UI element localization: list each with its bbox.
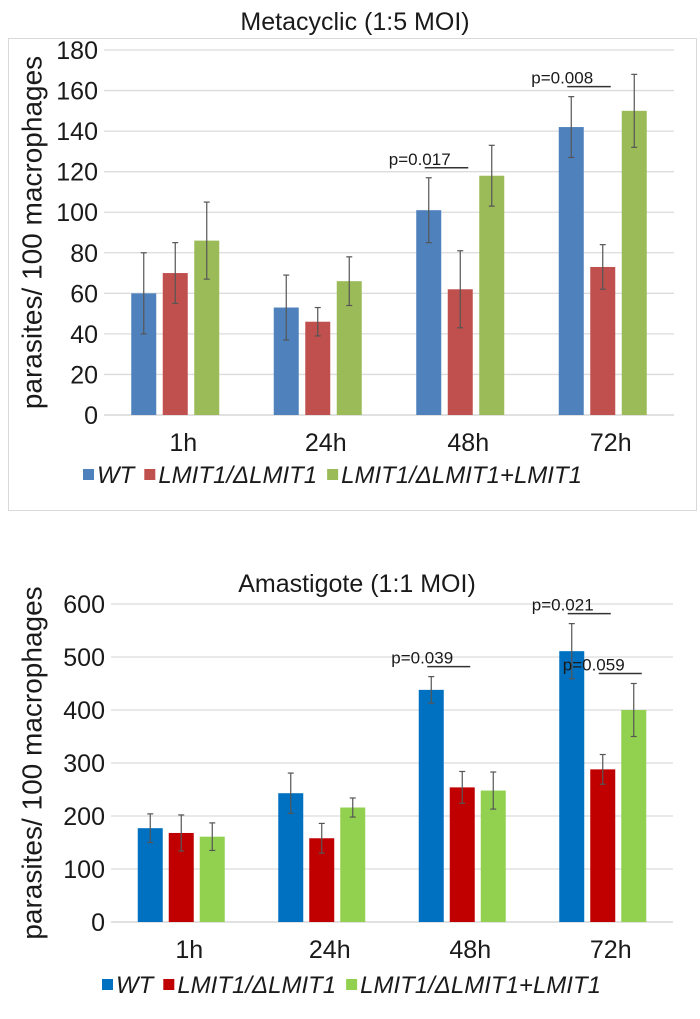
bar-wt-48h — [416, 210, 442, 415]
y-axis-label: parasites/ 100 macrophages — [17, 586, 48, 939]
bar-wt-24h — [278, 793, 304, 922]
bar-lmit1-lmit1-lmit1-24h — [340, 807, 366, 922]
y-tick-label: 400 — [63, 697, 105, 725]
y-tick-label: 0 — [91, 909, 105, 937]
y-tick-label: 200 — [63, 803, 105, 831]
bar-lmit1-lmit1-72h — [590, 266, 616, 415]
bar-lmit1-lmit1-lmit1-48h — [479, 175, 505, 415]
bar-lmit1-lmit1-lmit1-48h — [480, 790, 506, 922]
x-tick-label: 48h — [449, 936, 491, 964]
legend-swatch — [102, 979, 113, 990]
p-value-annotation: p=0.021 — [532, 596, 594, 615]
y-tick-label: 40 — [70, 321, 98, 349]
x-tick-label: 1h — [169, 429, 197, 457]
bar-lmit1-lmit1-72h — [590, 769, 616, 922]
y-tick-label: 60 — [70, 280, 98, 308]
bar-lmit1-lmit1-48h — [449, 787, 475, 922]
y-tick-label: 20 — [70, 361, 98, 389]
x-tick-label: 24h — [309, 936, 351, 964]
y-tick-label: 160 — [56, 78, 98, 106]
legend-entry: LMIT1/ΔLMIT1 — [158, 462, 317, 489]
y-axis-label: parasites/ 100 macrophages — [17, 56, 48, 409]
x-tick-label: 72h — [590, 936, 632, 964]
y-tick-label: 80 — [70, 240, 98, 268]
y-tick-label: 300 — [63, 750, 105, 778]
x-tick-label: 1h — [175, 936, 203, 964]
y-tick-label: 140 — [56, 118, 98, 146]
legend-swatch — [144, 469, 156, 480]
legend-entry: LMIT1/ΔLMIT1+LMIT1 — [360, 972, 601, 999]
x-tick-label: 48h — [447, 429, 489, 457]
x-tick-label: 72h — [590, 429, 632, 457]
chart-title: Metacyclic (1:5 MOI) — [240, 8, 469, 36]
legend-swatch — [83, 469, 94, 480]
p-value-annotation: p=0.008 — [531, 69, 593, 88]
bar-wt-72h — [558, 127, 584, 416]
legend-entry: LMIT1/ΔLMIT1 — [177, 972, 336, 999]
p-value-annotation: p=0.017 — [389, 150, 451, 169]
legend-swatch — [327, 469, 339, 480]
y-tick-label: 180 — [56, 37, 98, 65]
legend-entry: WT — [116, 972, 156, 999]
legend-swatch — [163, 979, 175, 990]
legend-entry: WT — [97, 462, 137, 489]
bar-wt-1h — [137, 828, 163, 922]
bar-lmit1-lmit1-lmit1-72h — [621, 110, 647, 415]
p-value-annotation: p=0.059 — [563, 656, 625, 675]
bar-lmit1-lmit1-lmit1-72h — [621, 710, 647, 922]
bar-wt-72h — [559, 651, 585, 922]
y-tick-label: 100 — [63, 856, 105, 884]
y-tick-label: 120 — [56, 159, 98, 187]
chart-1-frame — [8, 38, 697, 511]
x-tick-label: 24h — [305, 429, 347, 457]
y-tick-label: 600 — [63, 591, 105, 619]
chart-title: Amastigote (1:1 MOI) — [238, 570, 476, 598]
bar-lmit1-lmit1-24h — [305, 321, 331, 415]
legend-entry: LMIT1/ΔLMIT1+LMIT1 — [341, 462, 582, 489]
y-tick-label: 100 — [56, 199, 98, 227]
legend-swatch — [346, 979, 358, 990]
bar-wt-48h — [418, 689, 444, 922]
y-tick-label: 500 — [63, 644, 105, 672]
p-value-annotation: p=0.039 — [391, 649, 453, 668]
y-tick-label: 0 — [84, 402, 98, 430]
